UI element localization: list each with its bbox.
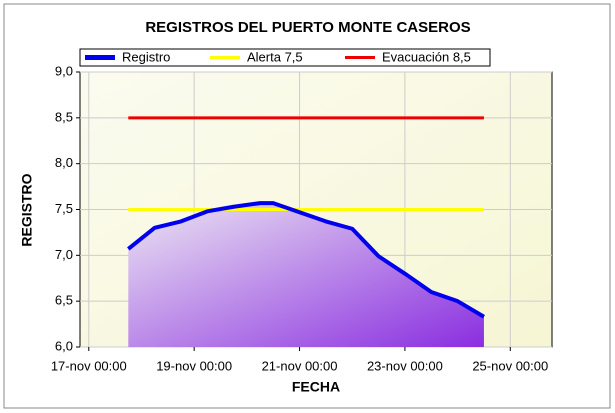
y-tick-label: 7,0	[55, 247, 73, 262]
y-axis-label: REGISTRO	[19, 173, 35, 246]
legend-label: Evacuación 8,5	[382, 49, 471, 64]
line	[127, 201, 485, 319]
x-tick-label: 25-nov 00:00	[472, 358, 548, 373]
legend-label: Alerta 7,5	[247, 49, 303, 64]
y-tick-label: 6,0	[55, 338, 73, 353]
x-tick-label: 17-nov 00:00	[51, 358, 127, 373]
legend-label: Registro	[122, 49, 170, 64]
y-tick-label: 6,5	[55, 293, 73, 308]
y-tick-label: 8,0	[55, 155, 73, 170]
x-tick-label: 19-nov 00:00	[156, 358, 232, 373]
y-tick-label: 8,5	[55, 109, 73, 124]
x-tick-label: 23-nov 00:00	[367, 358, 443, 373]
y-tick-label: 7,5	[55, 201, 73, 216]
x-axis-label: FECHA	[292, 379, 340, 395]
x-tick-label: 21-nov 00:00	[262, 358, 338, 373]
area	[128, 203, 484, 347]
chart-title: REGISTROS DEL PUERTO MONTE CASEROS	[145, 19, 470, 36]
legend	[79, 48, 491, 67]
y-tick-label: 9,0	[55, 63, 73, 78]
